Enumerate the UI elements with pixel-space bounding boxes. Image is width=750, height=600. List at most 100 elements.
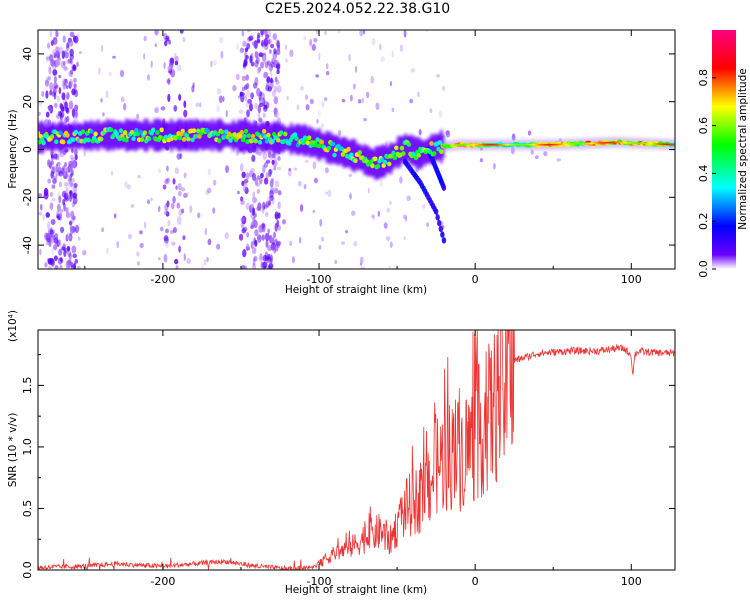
- noise-speckle: [170, 57, 175, 64]
- ridge-core-cell: [519, 143, 521, 146]
- ridge-core-cell: [601, 142, 604, 144]
- ridge-core-cell: [504, 143, 506, 146]
- noise-speckle: [239, 47, 245, 53]
- noise-speckle: [72, 196, 78, 205]
- noise-speckle: [277, 225, 282, 231]
- noise-speckle: [389, 241, 393, 249]
- noise-speckle: [55, 266, 59, 269]
- noise-speckle: [248, 103, 253, 112]
- ridge-core-cell: [454, 144, 456, 147]
- ridge-blob: [138, 129, 143, 135]
- noise-speckle: [255, 56, 260, 65]
- noise-speckle: [258, 224, 264, 233]
- ridge-core-cell: [531, 143, 534, 146]
- noise-speckle: [42, 214, 45, 221]
- noise-speckle: [241, 180, 245, 186]
- noise-speckle: [277, 240, 282, 246]
- noise-speckle: [78, 50, 82, 54]
- ridge-blob: [332, 152, 337, 158]
- noise-speckle: [204, 227, 207, 236]
- branch-blob: [438, 225, 444, 233]
- ridge-core-cell: [650, 142, 652, 145]
- noise-speckle: [284, 44, 287, 51]
- ridge-core-cell: [456, 144, 459, 146]
- noise-speckle: [81, 249, 87, 256]
- noise-speckle: [124, 181, 128, 189]
- noise-speckle: [182, 235, 186, 241]
- ridge-halo-slice: [68, 123, 72, 150]
- ridge-halo-slice: [96, 119, 100, 151]
- ridge-blob: [349, 152, 354, 158]
- noise-speckle: [62, 170, 68, 180]
- ridge-blob: [118, 128, 124, 134]
- noise-speckle: [366, 91, 370, 99]
- noise-speckle: [76, 61, 79, 68]
- noise-speckle: [55, 163, 59, 173]
- noise-speckle: [403, 214, 407, 219]
- noise-speckle: [251, 154, 256, 163]
- noise-speckle: [179, 152, 183, 160]
- noise-speckle: [252, 263, 257, 269]
- y-tick-label: -20: [21, 188, 34, 206]
- noise-speckle: [241, 171, 246, 179]
- noise-speckle: [43, 191, 49, 200]
- ridge-core-cell: [611, 141, 614, 144]
- noise-speckle: [256, 188, 260, 194]
- noise-speckle: [253, 198, 258, 203]
- noise-speckle: [242, 182, 248, 192]
- noise-speckle: [241, 30, 245, 37]
- noise-speckle: [52, 69, 58, 76]
- noise-speckle: [45, 55, 50, 63]
- noise-speckle: [305, 94, 308, 101]
- noise-speckle: [438, 110, 443, 118]
- noise-speckle: [266, 76, 271, 84]
- ridge-blob: [240, 137, 246, 143]
- noise-speckle: [183, 172, 187, 179]
- chart-title: C2E5.2024.052.22.38.G10: [264, 1, 451, 17]
- ridge-core-cell: [482, 143, 485, 146]
- noise-speckle: [47, 106, 53, 112]
- noise-speckle: [166, 177, 170, 182]
- branch-blob: [437, 219, 442, 227]
- noise-speckle: [246, 89, 250, 98]
- branch-blob: [433, 208, 439, 215]
- ridge-halo-slice: [76, 122, 80, 150]
- noise-speckle: [65, 207, 69, 213]
- ridge-core-cell: [507, 143, 510, 146]
- ridge-blob: [93, 131, 98, 137]
- noise-speckle: [556, 158, 562, 162]
- noise-speckle: [186, 258, 191, 265]
- noise-speckle: [270, 154, 273, 161]
- ridge-core-cell: [517, 143, 520, 146]
- noise-speckle: [270, 61, 275, 68]
- ridge-blob: [142, 130, 147, 136]
- noise-speckle: [298, 180, 302, 187]
- noise-speckle: [175, 265, 179, 269]
- noise-speckle: [57, 203, 61, 212]
- ridge-core-cell: [501, 143, 504, 146]
- noise-speckle: [174, 60, 179, 66]
- noise-speckle: [77, 236, 81, 241]
- ridge-core-cell: [626, 141, 629, 144]
- noise-speckle: [246, 109, 250, 118]
- noise-speckle: [62, 166, 67, 173]
- ridge-blob: [353, 158, 358, 164]
- noise-speckle: [225, 165, 230, 174]
- noise-speckle: [166, 79, 171, 84]
- noise-speckle: [205, 189, 210, 196]
- noise-speckle: [59, 257, 63, 262]
- noise-speckle: [68, 252, 72, 260]
- noise-speckle: [309, 98, 314, 105]
- noise-speckle: [100, 44, 104, 53]
- noise-speckle: [70, 264, 76, 269]
- noise-speckle: [263, 265, 267, 269]
- noise-speckle: [50, 218, 56, 225]
- ridge-core-cell: [634, 142, 636, 144]
- noise-speckle: [259, 253, 263, 261]
- noise-speckle: [245, 82, 250, 90]
- ridge-blob: [232, 132, 237, 137]
- ridge-blob: [278, 130, 284, 136]
- ridge-halo-slice: [166, 122, 170, 148]
- noise-speckle: [267, 151, 272, 158]
- ridge-core-cell: [577, 142, 580, 145]
